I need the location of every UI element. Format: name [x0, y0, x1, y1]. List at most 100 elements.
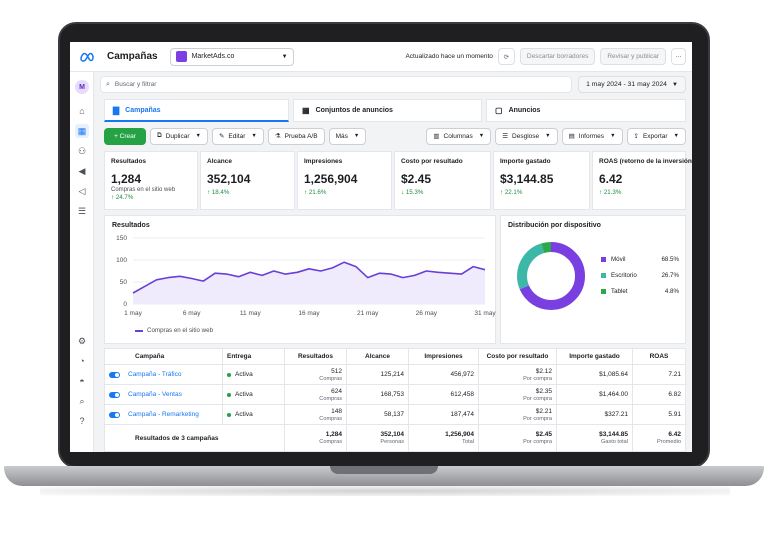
edit-button[interactable]: ✎ Editar ▼ — [211, 127, 264, 145]
kpi-card-impressions[interactable]: Impresiones 1,256,904 ↑ 21.6% — [297, 151, 392, 210]
campaign-toggle[interactable] — [109, 411, 120, 418]
chevron-down-icon: ▼ — [610, 133, 616, 139]
total-spent: $3,144.85 — [599, 431, 628, 438]
table-row[interactable]: Campaña - Remarketing Activa 148 Compras … — [105, 405, 685, 425]
total-reach-cell: 352,104 Personas — [347, 425, 409, 451]
breakdown-button[interactable]: ☰ Desglose ▼ — [495, 127, 558, 145]
chevron-down-icon: ▼ — [671, 81, 678, 88]
kpi-card-reach[interactable]: Alcance 352,104 ↑ 18.4% — [200, 151, 295, 210]
more-options-button[interactable]: ··· — [671, 48, 686, 65]
table-total-row: Resultados de 3 campañas 1,284 Compras 35… — [105, 425, 685, 451]
review-publish-button[interactable]: Revisar y publicar — [600, 48, 666, 65]
legend-item-desktop: Escritorio 26.7% — [601, 272, 679, 279]
reports-button[interactable]: ▤ Informes ▼ — [561, 127, 623, 145]
meta-logo-icon[interactable] — [75, 52, 99, 62]
more-label: Más — [335, 132, 348, 140]
kpi-value: $2.45 — [401, 172, 432, 186]
campaign-toggle[interactable] — [109, 371, 120, 378]
campaign-name-cell: Campaña - Tráfico — [105, 365, 223, 384]
bell-icon[interactable]: ◔ — [79, 356, 85, 366]
col-header[interactable]: Entrega — [223, 349, 285, 364]
kpi-card-results[interactable]: Resultados 1,284 Compras en el sitio web… — [104, 151, 198, 210]
search-icon[interactable]: ⌕ — [79, 395, 85, 406]
export-button[interactable]: ⇪ Exportar ▼ — [626, 127, 686, 145]
delivery-status: Activa — [235, 391, 253, 398]
search-input[interactable]: ⌕ Buscar y filtrar — [100, 76, 572, 93]
tab-campaigns[interactable]: ▇ Campañas — [104, 99, 289, 122]
kpi-label: Alcance — [207, 158, 232, 165]
create-button[interactable]: + Crear — [104, 127, 146, 145]
campaign-link[interactable]: Campaña - Remarketing — [128, 411, 199, 418]
kpi-label: Costo por resultado — [401, 158, 463, 165]
kpi-change: ↑ 21.3% — [599, 189, 622, 196]
tab-ads[interactable]: ▢ Anuncios — [486, 99, 686, 122]
tab-ad-sets[interactable]: ▦ Conjuntos de anuncios — [293, 99, 482, 122]
columns-icon: ▥ — [433, 133, 440, 140]
kpi-card-roas[interactable]: ROAS (retorno de la inversión) 6.42 ↑ 21… — [592, 151, 692, 210]
home-icon[interactable]: ⌂ — [79, 106, 85, 116]
total-reach: 352,104 — [380, 431, 405, 438]
table-row[interactable]: Campaña - Ventas Activa 624 Compras 168,7… — [105, 385, 685, 405]
campaign-toggle[interactable] — [109, 391, 120, 398]
col-header[interactable]: Alcance — [347, 349, 409, 364]
kpi-label: Resultados — [111, 158, 147, 165]
legend-swatch — [601, 289, 606, 294]
col-header[interactable]: Importe gastado — [557, 349, 633, 364]
chevron-down-icon: ▼ — [251, 133, 257, 139]
tab-label: Anuncios — [508, 107, 541, 114]
columns-button[interactable]: ▥ Columnas ▼ — [426, 127, 492, 145]
notification-icon[interactable]: ◓ — [79, 376, 85, 386]
grid-icon[interactable]: ▦ — [75, 124, 89, 138]
results-value: 148 — [331, 407, 342, 415]
donut-slice[interactable] — [517, 242, 585, 310]
kpi-value: 1,284 — [111, 172, 142, 186]
kpi-change: ↑ 24.7% — [111, 194, 134, 201]
laptop-base — [4, 466, 764, 486]
ab-test-button[interactable]: ⚗ Prueba A/B — [267, 127, 325, 145]
cpr-sublabel: Por compra — [523, 415, 552, 422]
delivery-cell: Activa — [223, 385, 285, 404]
col-header[interactable]: Costo por resultado — [479, 349, 557, 364]
avatar[interactable]: M — [75, 80, 89, 94]
toolbar: + Crear ⧉ Duplicar ▼ ✎ Editar ▼ ⚗ Prueba A/B … — [104, 126, 686, 146]
x-tick-label: 6 may — [183, 310, 201, 317]
col-header[interactable]: Campaña — [105, 349, 223, 364]
menu-icon[interactable]: ☰ — [77, 205, 87, 216]
donut-slice[interactable] — [517, 242, 585, 310]
kpi-sublabel: Compras en el sitio web — [111, 187, 176, 193]
roas-cell: 5.91 — [668, 411, 681, 418]
laptop-shadow — [40, 486, 730, 496]
page-title: Campañas — [107, 51, 158, 62]
total-results-sublabel: Compras — [319, 439, 342, 445]
series-line — [132, 261, 486, 294]
total-results-cell: 1,284 Compras — [285, 425, 347, 451]
help-icon[interactable]: ? — [79, 416, 85, 426]
discard-drafts-button[interactable]: Descartar borradores — [519, 48, 596, 65]
folder-icon: ▇ — [113, 105, 120, 115]
col-header[interactable]: Impresiones — [409, 349, 479, 364]
more-button[interactable]: Más ▼ — [328, 127, 367, 145]
gear-icon[interactable]: ⚙ — [77, 335, 87, 346]
megaphone-icon[interactable]: ◀ — [78, 165, 86, 176]
audience-icon[interactable]: ⚇ — [77, 145, 87, 156]
search-icon: ⌕ — [106, 80, 110, 88]
legend-item-mobile: Móvil 68.5% — [601, 256, 679, 263]
edit-label: Editar — [228, 132, 246, 140]
campaign-link[interactable]: Campaña - Tráfico — [128, 371, 182, 378]
campaign-link[interactable]: Campaña - Ventas — [128, 391, 182, 398]
col-header[interactable]: Resultados — [285, 349, 347, 364]
chart-legend: Compras en el sitio web — [135, 327, 213, 334]
date-range-picker[interactable]: 1 may 2024 - 31 may 2024 ▼ — [578, 76, 686, 93]
ads-icon[interactable]: ◁ — [78, 185, 86, 196]
table-row[interactable]: Campaña - Tráfico Activa 512 Compras 125,… — [105, 365, 685, 385]
series-area — [133, 262, 485, 304]
kpi-card-cost-per-result[interactable]: Costo por resultado $2.45 ↓ 15.3% — [394, 151, 491, 210]
refresh-icon[interactable]: ⟳ — [497, 48, 515, 65]
kpi-card-amount-spent[interactable]: Importe gastado $3,144.85 ↑ 22.1% — [493, 151, 590, 210]
col-header[interactable]: ROAS — [649, 353, 669, 360]
updated-status: Actualizado hace un momento — [405, 53, 493, 60]
delivery-status: Activa — [235, 371, 253, 378]
duplicate-button[interactable]: ⧉ Duplicar ▼ — [150, 127, 208, 145]
account-selector[interactable]: MarketAds.co ▼ — [169, 47, 294, 66]
spent-cell: $1,085.64 — [557, 365, 633, 384]
